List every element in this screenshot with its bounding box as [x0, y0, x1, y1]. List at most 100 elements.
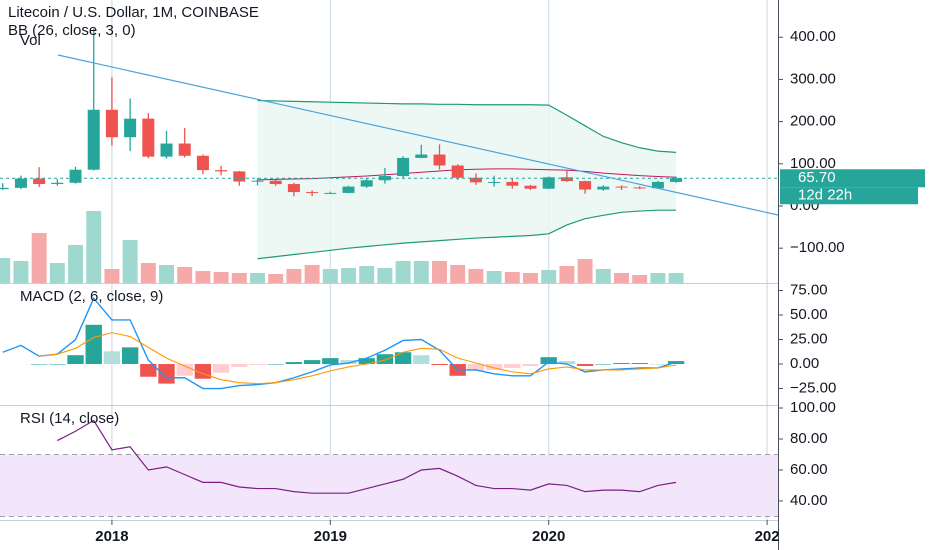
histogram-bar [322, 358, 339, 365]
volume-bar [195, 271, 211, 283]
chart-title: Litecoin / U.S. Dollar, 1M, COINBASE [8, 4, 259, 21]
band-fill [257, 100, 677, 259]
volume-bar [177, 267, 193, 283]
back-layer [0, 0, 778, 520]
histogram-bar [67, 355, 84, 365]
candle-body [251, 180, 264, 182]
volume-bar [523, 273, 538, 283]
histogram-bar [285, 362, 303, 365]
histogram-bar [30, 364, 48, 365]
histogram-bar [85, 324, 102, 365]
volume-bar [268, 274, 284, 283]
candle-body [178, 143, 191, 156]
band-upper [257, 99, 677, 154]
candle-body [215, 170, 228, 172]
volume-bar [49, 263, 65, 283]
x-tick-label: 202 [755, 528, 780, 545]
histogram-bar [249, 364, 266, 365]
y-tick-label: 100.00 [790, 155, 836, 172]
y-tick-label: −25.00 [790, 379, 836, 396]
candle-body [615, 186, 628, 188]
candle-body [105, 109, 118, 138]
candle-body [306, 192, 319, 194]
y-tick-label: 100.00 [790, 399, 836, 416]
band-lower [257, 209, 677, 260]
volume-bar [213, 272, 229, 283]
trend-line [57, 54, 779, 216]
volume-bar [0, 258, 11, 283]
y-tick-label: 80.00 [790, 430, 828, 447]
volume-bar [504, 272, 520, 283]
candle-body [269, 180, 282, 185]
candle-body [560, 177, 573, 182]
candle-body [87, 109, 100, 170]
candle-body [524, 185, 537, 189]
y-tick-label: 400.00 [790, 28, 836, 45]
histogram-bar [267, 364, 284, 365]
volume-bar [413, 261, 429, 283]
histogram-bar [613, 363, 630, 365]
volume-bar [31, 233, 47, 283]
candle-body [360, 180, 373, 187]
rsi-band [0, 454, 778, 517]
volume-bar [341, 268, 356, 283]
candle-body [160, 143, 173, 157]
histogram-bar [303, 360, 321, 365]
histogram-bar [558, 361, 576, 365]
histogram-bar [504, 364, 521, 368]
volume-bar [595, 269, 611, 283]
candle-body [33, 178, 46, 185]
band-basis [257, 168, 677, 181]
candle-body [597, 186, 610, 190]
histogram-bar [540, 357, 557, 365]
volume-bar [541, 270, 557, 283]
countdown-label: 12d 22h [798, 187, 852, 204]
histogram-bar [467, 364, 485, 371]
main-layer [0, 28, 778, 494]
axis-mask [779, 521, 932, 550]
histogram-bar [231, 364, 248, 367]
volume-bar [668, 273, 684, 283]
volume-bar [68, 245, 83, 283]
volume-bar [359, 266, 375, 283]
volume-bar [286, 269, 302, 283]
candle-body [670, 178, 683, 182]
y-tick-label: 0.00 [790, 355, 819, 372]
volume-title: Vol [20, 32, 41, 49]
volume-bar [377, 268, 393, 283]
histogram-bar [49, 364, 66, 365]
volume-bar [450, 265, 466, 283]
candle-body [579, 181, 592, 190]
candle-body [0, 187, 9, 190]
candle-body [324, 192, 337, 194]
histogram-bar [340, 360, 357, 365]
volume-bar [122, 240, 138, 283]
volume-bar [86, 211, 102, 283]
histogram-bar [649, 364, 667, 365]
histogram-bar [103, 351, 121, 365]
signal-line [39, 332, 677, 385]
candle-body [342, 186, 355, 193]
candle-body [14, 178, 27, 188]
y-tick-label: 50.00 [790, 306, 828, 323]
y-tick-label: 40.00 [790, 492, 828, 509]
y-tick-label: 75.00 [790, 281, 828, 298]
y-tick-label: −100.00 [790, 239, 845, 256]
volume-bar [577, 259, 593, 283]
candle-body [433, 154, 446, 166]
histogram-bar [394, 352, 412, 365]
volume-bar [250, 273, 265, 283]
axis-layer: 2018 2019 2020 202 400.00 300.00 200.00 100.00 0… [95, 28, 932, 550]
candle-body [651, 181, 664, 189]
indicator-title: BB (26, close, 3, 0) [8, 22, 136, 39]
volume-bar [432, 261, 447, 283]
candle-body [233, 171, 246, 182]
candle-body [51, 182, 64, 185]
candle-body [124, 118, 137, 138]
candle-body [469, 177, 482, 183]
candle-body [142, 118, 155, 157]
histogram-bar [522, 364, 539, 366]
candle-body [196, 155, 209, 171]
volume-bar [486, 271, 502, 283]
